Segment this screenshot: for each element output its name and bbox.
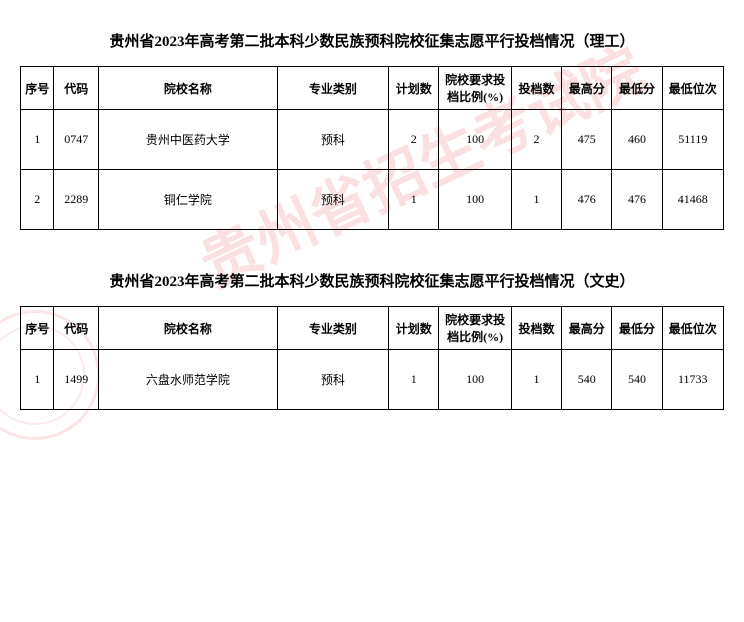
header-high: 最高分: [562, 67, 612, 110]
cell-high: 476: [562, 170, 612, 230]
header-rank: 最低位次: [662, 307, 723, 350]
header-seq: 序号: [21, 307, 54, 350]
section1-title: 贵州省2023年高考第二批本科少数民族预科院校征集志愿平行投档情况（理工）: [20, 30, 724, 51]
cell-low: 460: [612, 110, 662, 170]
cell-ratio: 100: [439, 110, 512, 170]
cell-code: 0747: [54, 110, 99, 170]
table-header-row: 序号 代码 院校名称 专业类别 计划数 院校要求投档比例(%) 投档数 最高分 …: [21, 67, 724, 110]
header-ratio: 院校要求投档比例(%): [439, 67, 512, 110]
header-code: 代码: [54, 67, 99, 110]
table-row: 1 0747 贵州中医药大学 预科 2 100 2 475 460 51119: [21, 110, 724, 170]
header-code: 代码: [54, 307, 99, 350]
cell-low: 540: [612, 350, 662, 410]
table-header-row: 序号 代码 院校名称 专业类别 计划数 院校要求投档比例(%) 投档数 最高分 …: [21, 307, 724, 350]
section2-title: 贵州省2023年高考第二批本科少数民族预科院校征集志愿平行投档情况（文史）: [20, 270, 724, 291]
header-major: 专业类别: [277, 307, 389, 350]
cell-major: 预科: [277, 170, 389, 230]
cell-rank: 11733: [662, 350, 723, 410]
header-major: 专业类别: [277, 67, 389, 110]
cell-low: 476: [612, 170, 662, 230]
header-count: 投档数: [511, 307, 561, 350]
cell-rank: 51119: [662, 110, 723, 170]
cell-count: 1: [511, 170, 561, 230]
table-row: 1 1499 六盘水师范学院 预科 1 100 1 540 540 11733: [21, 350, 724, 410]
header-high: 最高分: [562, 307, 612, 350]
header-plan: 计划数: [389, 307, 439, 350]
table-liberal-arts: 序号 代码 院校名称 专业类别 计划数 院校要求投档比例(%) 投档数 最高分 …: [20, 306, 724, 410]
header-low: 最低分: [612, 67, 662, 110]
cell-major: 预科: [277, 350, 389, 410]
cell-rank: 41468: [662, 170, 723, 230]
cell-plan: 1: [389, 350, 439, 410]
cell-plan: 1: [389, 170, 439, 230]
table-science: 序号 代码 院校名称 专业类别 计划数 院校要求投档比例(%) 投档数 最高分 …: [20, 66, 724, 230]
header-low: 最低分: [612, 307, 662, 350]
cell-ratio: 100: [439, 170, 512, 230]
table-row: 2 2289 铜仁学院 预科 1 100 1 476 476 41468: [21, 170, 724, 230]
cell-count: 2: [511, 110, 561, 170]
header-plan: 计划数: [389, 67, 439, 110]
cell-code: 2289: [54, 170, 99, 230]
header-name: 院校名称: [99, 67, 278, 110]
cell-plan: 2: [389, 110, 439, 170]
header-seq: 序号: [21, 67, 54, 110]
header-count: 投档数: [511, 67, 561, 110]
header-rank: 最低位次: [662, 67, 723, 110]
header-name: 院校名称: [99, 307, 278, 350]
cell-ratio: 100: [439, 350, 512, 410]
cell-high: 540: [562, 350, 612, 410]
cell-seq: 2: [21, 170, 54, 230]
header-ratio: 院校要求投档比例(%): [439, 307, 512, 350]
cell-major: 预科: [277, 110, 389, 170]
cell-seq: 1: [21, 110, 54, 170]
cell-high: 475: [562, 110, 612, 170]
document-content: 贵州省2023年高考第二批本科少数民族预科院校征集志愿平行投档情况（理工） 序号…: [20, 30, 724, 410]
cell-name: 贵州中医药大学: [99, 110, 278, 170]
cell-name: 铜仁学院: [99, 170, 278, 230]
cell-count: 1: [511, 350, 561, 410]
cell-seq: 1: [21, 350, 54, 410]
cell-name: 六盘水师范学院: [99, 350, 278, 410]
cell-code: 1499: [54, 350, 99, 410]
